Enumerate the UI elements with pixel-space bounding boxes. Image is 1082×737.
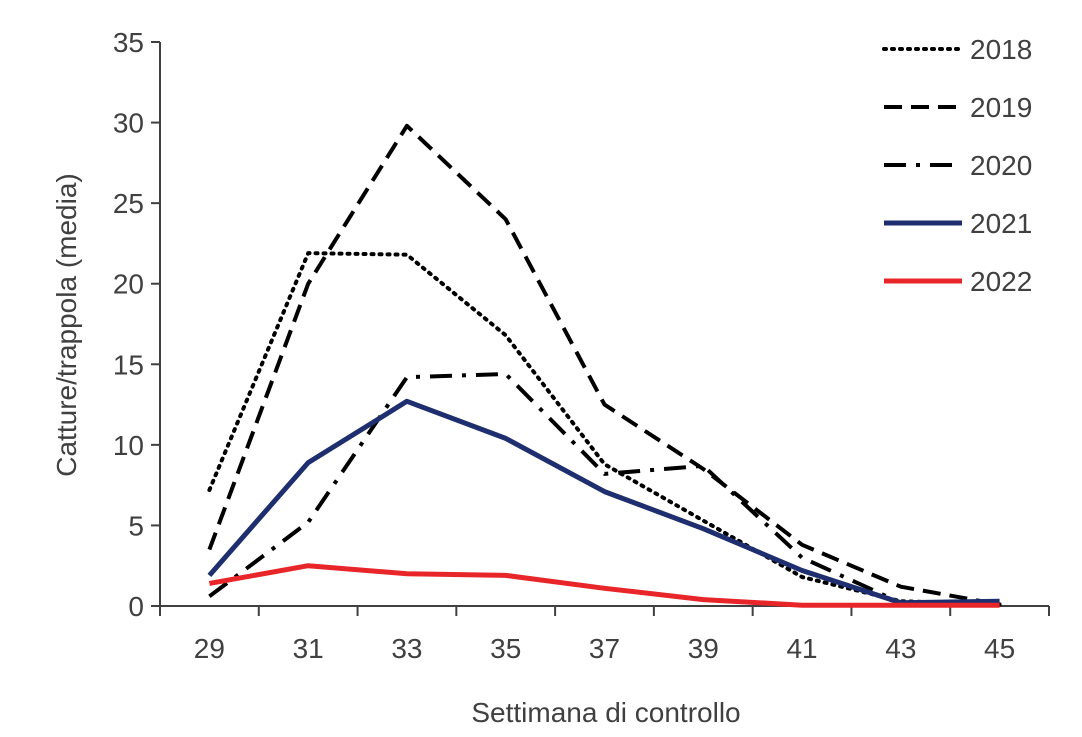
x-tick-label: 33 [391, 633, 422, 664]
series-layer [207, 123, 1002, 608]
y-tick-label: 20 [113, 269, 144, 300]
legend-label-2019: 2019 [970, 92, 1032, 123]
x-tick-label: 43 [885, 633, 916, 664]
y-tick-label: 0 [128, 591, 144, 622]
y-tick-label: 5 [128, 510, 144, 541]
y-tick-label: 25 [113, 188, 144, 219]
y-tick-label: 10 [113, 430, 144, 461]
x-tick-label: 29 [194, 633, 225, 664]
x-tick-label: 45 [984, 633, 1015, 664]
legend-label-2020: 2020 [970, 150, 1032, 181]
y-tick-label: 15 [113, 349, 144, 380]
chart-axes: 0 5 10 15 20 25 30 35 29 31 33 35 37 39 41 43 45 [113, 27, 1050, 664]
y-tick-label: 35 [113, 27, 144, 58]
x-tick-label: 31 [293, 633, 324, 664]
series-line-2018 [207, 251, 1002, 607]
legend-label-2018: 2018 [970, 34, 1032, 65]
y-tick-label: 30 [113, 108, 144, 139]
legend: 2018 2019 2020 2021 2022 [882, 34, 1032, 297]
x-tick-label: 39 [688, 633, 719, 664]
y-axis-title: Catture/trappola (media) [51, 173, 82, 476]
series-line-2022 [208, 563, 1000, 608]
series-line-2020 [208, 372, 1000, 607]
x-tick-label: 37 [589, 633, 620, 664]
legend-label-2022: 2022 [970, 266, 1032, 297]
legend-label-2021: 2021 [970, 208, 1032, 239]
series-line-2021 [207, 398, 1000, 606]
series-line-2019 [207, 123, 1000, 607]
x-tick-label: 41 [786, 633, 817, 664]
x-tick-label: 35 [490, 633, 521, 664]
x-axis-title: Settimana di controllo [471, 697, 740, 728]
